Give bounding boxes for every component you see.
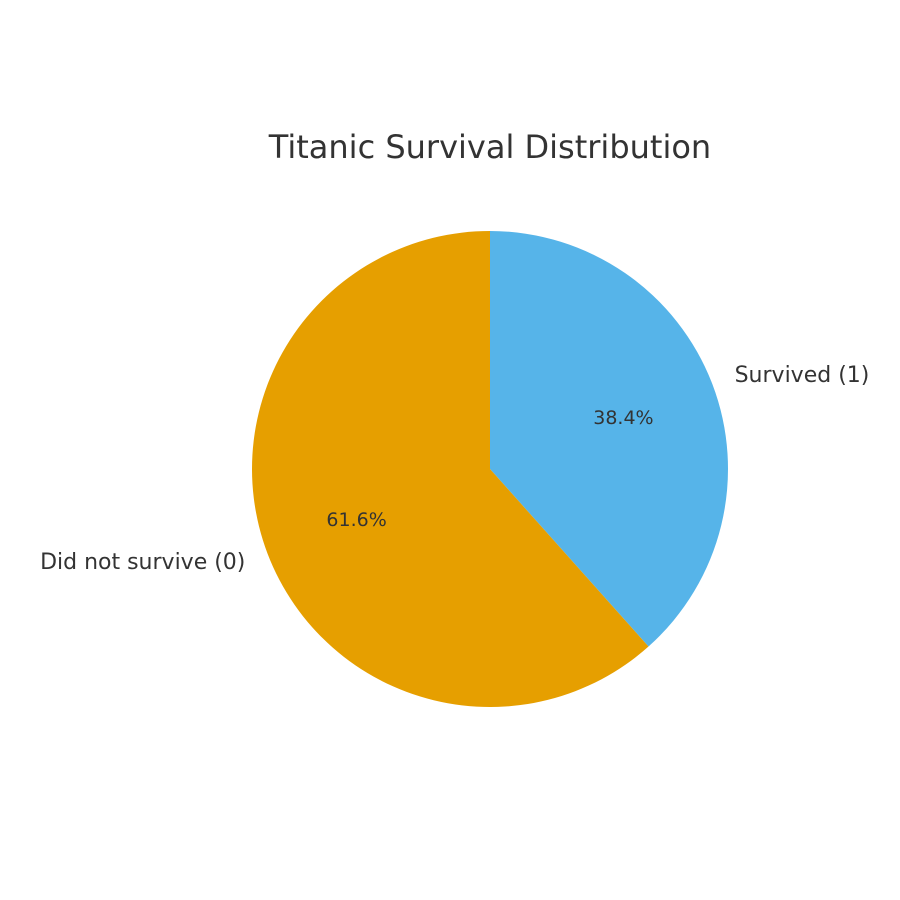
slice-percent-label-1: 61.6% (326, 509, 386, 531)
pie-slices (252, 231, 729, 707)
slice-category-label-0: Survived (1) (735, 363, 870, 388)
chart-title: Titanic Survival Distribution (268, 128, 711, 166)
pie-labels: 38.4% Survived (1) 61.6% Did not survive (0… (40, 363, 869, 575)
pie-slice-0 (490, 231, 729, 647)
pie-slice-1 (252, 231, 649, 707)
slice-percent-label-0: 38.4% (593, 407, 653, 429)
slice-category-label-1: Did not survive (0) (40, 550, 245, 575)
